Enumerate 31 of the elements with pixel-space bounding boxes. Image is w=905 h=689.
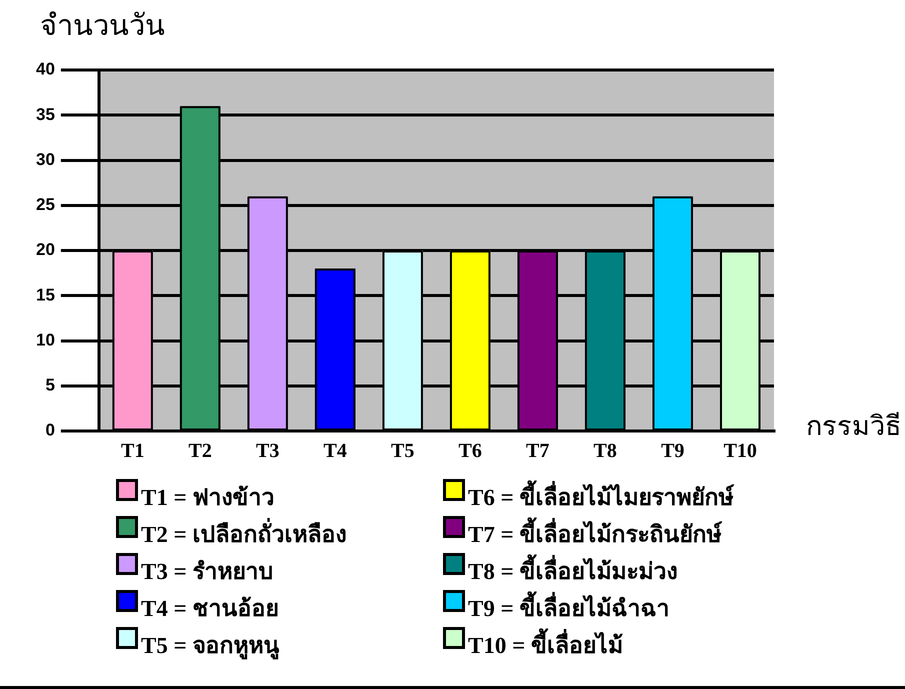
legend-label: T2 = เปลือกถั่วเหลือง	[141, 517, 346, 549]
legend-label: T6 = ขี้เลื่อยไม้ไมยราพยักษ์	[468, 479, 734, 512]
x-tick-label: T1	[120, 440, 144, 462]
y-tick-label: 25	[36, 195, 55, 214]
legend-label: T5 = จอกหูหนู	[141, 632, 280, 662]
y-tick-label: 15	[36, 285, 55, 304]
legend-label: T9 = ขี้เลื่อยไม้ฉำฉา	[468, 590, 670, 623]
y-tick-label: 35	[36, 104, 55, 124]
y-axis-title: จำนวนวัน	[40, 9, 165, 43]
y-tick-label: 0	[45, 420, 55, 440]
y-tick-label: 20	[36, 240, 55, 260]
x-tick-label: T6	[458, 440, 482, 462]
legend-label: T3 = รำหยาบ	[141, 558, 274, 586]
legend-label: T1 = ฟางข้าว	[141, 484, 274, 512]
legend-label: T10 = ขี้เลื่อยไม้	[468, 627, 623, 660]
x-tick-label: T2	[188, 440, 212, 462]
y-tick-label: 5	[45, 376, 55, 395]
legend-label: T8 = ขี้เลื่อยไม้มะม่วง	[468, 553, 678, 586]
x-tick-label: T3	[256, 440, 280, 462]
x-axis-title: กรรมวิธี	[806, 410, 901, 442]
legend-label: T7 = ขี้เลื่อยไม้กระถินยักษ์	[468, 516, 722, 549]
legend-label: T4 = ชานอ้อย	[141, 595, 278, 623]
y-tick-label: 10	[36, 330, 55, 350]
y-tick-label: 30	[36, 150, 55, 169]
y-tick-label: 40	[36, 60, 55, 79]
x-tick-label: T8	[594, 440, 617, 462]
x-tick-label: T9	[661, 440, 684, 462]
x-tick-label: T4	[324, 440, 347, 462]
x-tick-label: T7	[526, 440, 550, 462]
x-tick-label: T10	[724, 440, 757, 462]
x-tick-label: T5	[391, 440, 414, 462]
